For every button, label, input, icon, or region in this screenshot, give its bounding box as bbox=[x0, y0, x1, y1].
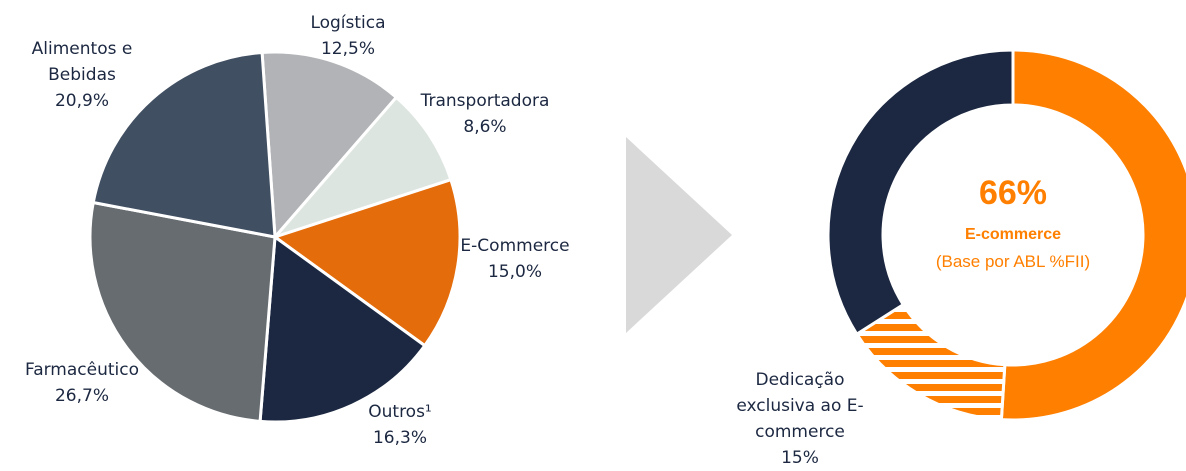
center-label: E-commerce bbox=[964, 226, 1062, 243]
slice-label: Farmacêutico 26,7% bbox=[25, 357, 139, 409]
center-sublabel: (Base por ABL %FII) bbox=[935, 252, 1091, 271]
pie-slice bbox=[271, 177, 462, 348]
slice-value: 20,9% bbox=[54, 91, 109, 111]
pie-slice bbox=[260, 50, 399, 241]
donut-segment bbox=[826, 48, 1015, 337]
pie-slice bbox=[88, 200, 277, 424]
slice-label: Logística 12,5% bbox=[310, 10, 385, 62]
donut-segment bbox=[854, 302, 1007, 422]
slice-name: Outros¹ bbox=[368, 402, 432, 422]
slice-value: 16,3% bbox=[372, 428, 428, 448]
slice-value: 26,7% bbox=[54, 386, 109, 406]
slice-name: E-Commerce bbox=[460, 236, 570, 256]
segment-value: 15% bbox=[781, 448, 819, 468]
slice-label: Outros¹ 16,3% bbox=[368, 399, 432, 451]
segment-name: Dedicação exclusiva ao E-commerce bbox=[736, 370, 864, 442]
slice-name: Logística bbox=[310, 13, 386, 33]
pie-slice bbox=[91, 50, 277, 239]
slice-name: Transportadora bbox=[420, 91, 550, 111]
donut-segment bbox=[999, 48, 1186, 422]
center-value: 66% bbox=[978, 174, 1048, 212]
slice-name: Farmacêutico bbox=[24, 360, 140, 380]
slice-label: Transportadora 8,6% bbox=[421, 88, 550, 140]
segment-label: Dedicação exclusiva ao E-commerce 15% bbox=[725, 367, 875, 471]
slice-value: 15,0% bbox=[487, 262, 542, 282]
slice-value: 12,5% bbox=[320, 39, 376, 59]
slice-label: E-Commerce 15,0% bbox=[460, 233, 569, 285]
slice-name: Alimentos e Bebidas bbox=[31, 39, 133, 85]
slice-value: 8,6% bbox=[463, 117, 507, 137]
pie-slice bbox=[270, 95, 453, 241]
arrow bbox=[626, 137, 732, 333]
slice-label: Alimentos e Bebidas 20,9% bbox=[17, 36, 147, 114]
pie-slice bbox=[258, 234, 427, 424]
